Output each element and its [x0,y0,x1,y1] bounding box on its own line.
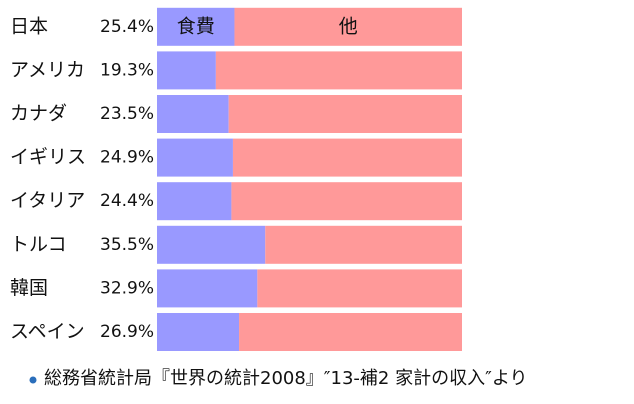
series-label: 他 [339,15,358,37]
value-label: 24.4% [100,191,154,211]
bar-segment [239,313,462,351]
bar-segment [157,7,235,46]
series-label: 食費 [177,15,215,37]
category-label: アメリカ [10,59,85,81]
value-label: 24.9% [100,148,154,168]
category-label: カナダ [10,103,67,125]
category-label: スペイン [10,321,85,343]
bar-segment [228,95,462,133]
bullet [29,376,37,384]
bar-segment [257,269,462,308]
category-label: 韓国 [10,277,48,299]
bar-segment [231,182,462,221]
bar-segment [157,225,266,264]
source-note: 総務省統計局『世界の統計2008』″13-補2 家計の収入″より [44,368,527,389]
bar-segment [157,269,258,308]
category-label: イギリス [10,146,86,168]
value-label: 23.5% [100,104,154,124]
bar-segment [265,225,462,264]
bar-segment [157,313,240,351]
value-label: 26.9% [100,322,154,342]
value-label: 25.4% [100,17,154,37]
category-label: 日本 [10,15,48,37]
bar-segment [157,95,229,133]
bar-segment [215,51,462,90]
bar-segment [157,138,233,177]
bar-segment [157,51,216,90]
value-label: 19.3% [100,60,154,80]
value-label: 32.9% [100,278,154,298]
value-label: 35.5% [100,235,154,255]
bar-segment [234,7,462,46]
bar-segment [232,138,462,177]
category-label: トルコ [10,233,67,255]
category-label: イタリア [10,190,85,212]
bar-segment [157,182,232,221]
